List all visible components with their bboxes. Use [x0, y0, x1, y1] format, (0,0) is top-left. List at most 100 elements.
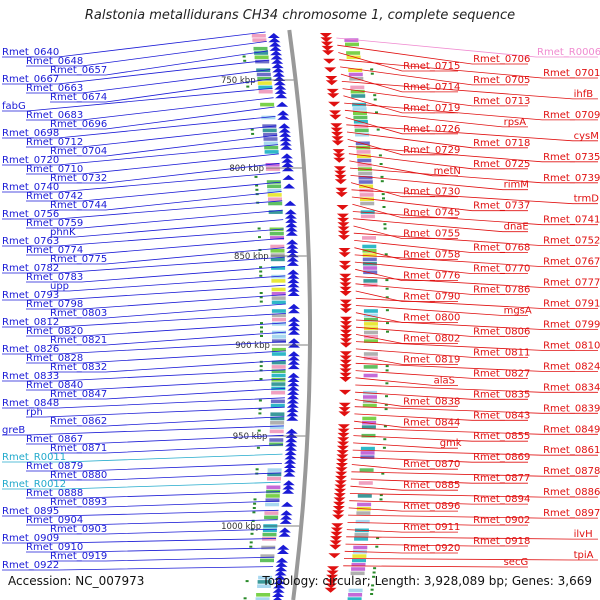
gene-label-right: Rmet_0824 — [543, 361, 600, 372]
gene-label-left: Rmet_0812 — [2, 317, 59, 328]
category-block-right — [364, 339, 378, 343]
leader-line-right — [351, 189, 598, 205]
category-block-left — [267, 476, 281, 481]
leader-line-left — [2, 313, 286, 328]
category-block-left — [256, 593, 271, 597]
marker-tick-right — [373, 98, 377, 101]
gene-label-left: Rmet_0696 — [50, 119, 107, 130]
marker-tick-left — [259, 266, 263, 269]
plus-strand-feature — [334, 480, 347, 486]
leader-line-right — [355, 305, 528, 316]
marker-tick-left — [242, 55, 246, 58]
leader-line-left — [2, 453, 283, 463]
category-block-left — [267, 184, 282, 189]
minus-strand-feature — [286, 260, 299, 266]
category-block-left — [251, 34, 266, 38]
gene-label-right: Rmet_0737 — [473, 201, 530, 212]
minus-strand-feature — [287, 282, 300, 288]
leader-line-left — [26, 378, 286, 391]
leader-line-left — [26, 237, 285, 256]
leader-line-right — [348, 153, 528, 170]
gene-label-right: Rmet_0791 — [543, 299, 600, 310]
category-block-left — [271, 292, 286, 296]
gene-label-left: Rmet_0803 — [50, 308, 107, 319]
leader-line-left — [26, 406, 285, 418]
minus-strand-feature — [287, 273, 300, 279]
gene-label-right: Rmet_0834 — [543, 382, 600, 393]
category-block-left — [257, 584, 272, 588]
gene-label-right: Rmet_0897 — [543, 508, 600, 519]
category-block-right — [358, 180, 373, 184]
plus-strand-feature — [329, 540, 342, 546]
leader-line-left — [2, 116, 276, 139]
category-block-left — [267, 193, 282, 197]
minus-strand-feature — [271, 63, 284, 69]
leader-line-right — [348, 146, 598, 163]
gene-label-left: Rmet_0893 — [50, 497, 107, 508]
category-block-left — [268, 201, 283, 206]
plus-strand-feature — [334, 174, 347, 180]
marker-tick-left — [260, 322, 263, 325]
minus-strand-feature — [274, 574, 287, 580]
category-block-left — [257, 77, 272, 81]
gene-label-right: Rmet_0730 — [403, 187, 460, 198]
leader-line-right — [350, 478, 528, 484]
minus-strand-feature — [280, 144, 293, 150]
minus-strand-feature — [278, 531, 291, 537]
leader-line-left — [2, 228, 284, 247]
minus-strand-feature — [286, 402, 299, 408]
gene-label-left: Rmet_0648 — [26, 56, 83, 67]
category-block-right — [363, 309, 378, 313]
leader-line-right — [344, 550, 458, 554]
category-block-left — [266, 485, 281, 490]
gene-label-left: Rmet_0821 — [50, 335, 107, 346]
category-block-right — [352, 107, 367, 111]
category-block-left — [271, 378, 286, 382]
category-block-right — [362, 403, 377, 408]
marker-tick-left — [259, 300, 263, 303]
marker-tick-left — [243, 597, 247, 600]
leader-line-left — [50, 472, 282, 481]
gene-label-left: Rmet_0798 — [26, 299, 83, 310]
scale-tick-label: 750 kbp — [221, 76, 256, 86]
category-block-left — [257, 81, 272, 85]
minus-strand-feature — [284, 200, 297, 206]
minus-strand-feature — [286, 256, 299, 262]
gene-label-left: upp — [50, 281, 69, 292]
category-block-left — [257, 580, 272, 584]
gene-label-right: Rmet_0911 — [403, 522, 460, 533]
gene-label-left: Rmet_0742 — [26, 191, 83, 202]
leader-line-right — [345, 543, 528, 547]
gene-label-left: Rmet_0782 — [2, 263, 59, 274]
leader-line-left — [50, 500, 280, 508]
leader-line-right — [354, 406, 598, 414]
right-labels: Rmet_R0006 Rmet_0706 Rmet_0715 Rmet_0701 Rme… — [336, 37, 600, 568]
marker-tick-right — [384, 403, 388, 406]
plus-strand-feature — [338, 407, 351, 413]
leader-line-left — [2, 87, 273, 112]
category-block-left — [252, 38, 267, 42]
category-block-left — [265, 498, 280, 502]
category-block-right — [358, 171, 373, 176]
leader-line-right — [355, 268, 458, 282]
marker-tick-left — [259, 365, 263, 368]
gene-label-left: Rmet_0847 — [50, 389, 107, 400]
gene-label-left: Rmet_0793 — [2, 290, 59, 301]
minus-strand-feature — [280, 510, 293, 516]
category-block-left — [264, 511, 279, 515]
minus-strand-feature — [286, 415, 299, 421]
minus-strand-feature — [272, 587, 285, 593]
leader-line-right — [354, 413, 528, 421]
leader-line-right — [343, 565, 528, 568]
leader-line-right — [355, 319, 598, 330]
minus-strand-feature — [285, 230, 298, 236]
gene-label-right: Rmet_0729 — [403, 145, 460, 156]
plus-strand-feature — [330, 531, 343, 537]
category-block-left — [263, 137, 278, 141]
gene-label-left: Rmet_0744 — [50, 200, 107, 211]
marker-tick-right — [370, 72, 374, 75]
gene-label-left: fabG — [2, 101, 26, 112]
gene-label-right: Rmet_0870 — [403, 459, 460, 470]
plus-strand-feature — [336, 458, 349, 464]
leader-line-right — [344, 109, 528, 128]
